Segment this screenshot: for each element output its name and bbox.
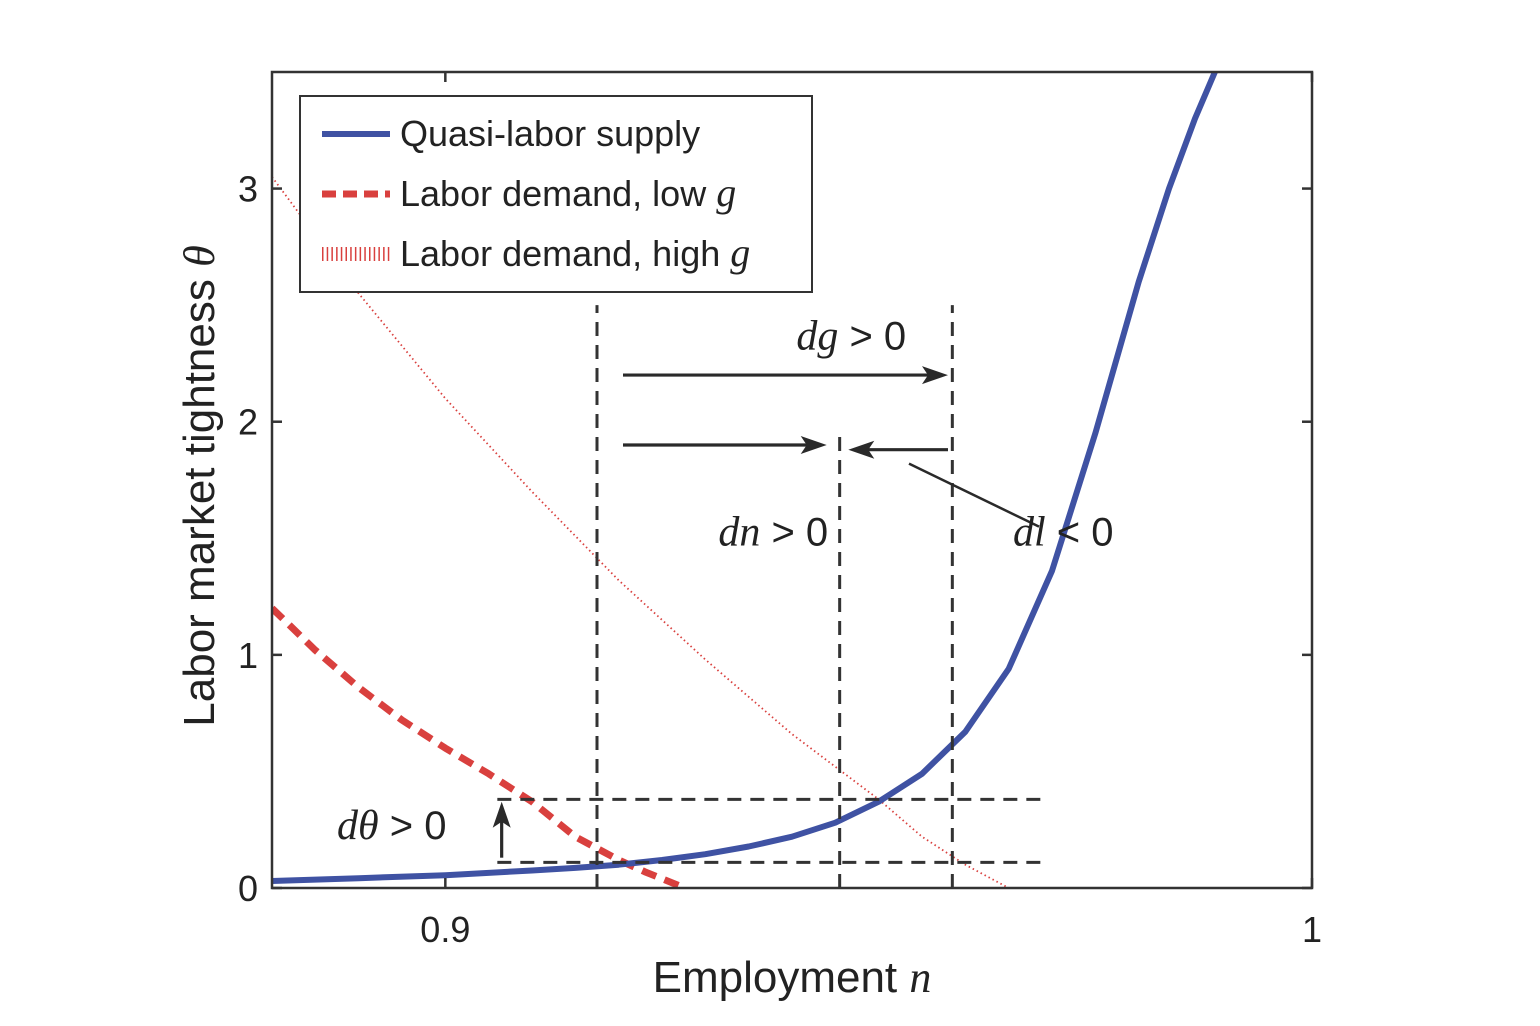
arrow-2 — [848, 440, 948, 459]
legend-item-2: Labor demand, high g — [322, 230, 750, 275]
y-tick-label-3: 3 — [238, 169, 258, 210]
annotation-relation: < 0 — [1046, 510, 1114, 554]
annotation-symbol: dn — [718, 509, 760, 555]
arrow-head — [492, 801, 511, 828]
legend-label-symbol: g — [730, 230, 750, 275]
plot-frame — [270, 70, 1314, 890]
annotation-0: dg > 0 — [796, 313, 906, 359]
annotation-relation: > 0 — [838, 314, 906, 358]
annotation-layer: dg > 0dn > 0 dl < 0dθ > 0 — [337, 313, 1114, 849]
annotation-3: dθ > 0 — [337, 803, 446, 849]
legend-label-symbol: g — [716, 170, 736, 215]
annotation-symbol: dg — [796, 313, 838, 359]
legend-label: Labor demand, high g — [400, 230, 750, 275]
tick-layer: 0.9 1 0 1 2 3 — [238, 72, 1322, 950]
annotation-leader-2 — [908, 462, 1040, 528]
legend-label: Quasi-labor supply — [400, 113, 700, 154]
legend-label: Labor demand, low g — [400, 170, 736, 215]
annotation-relation: > 0 — [379, 804, 447, 848]
reference-lines — [497, 305, 1044, 888]
series-line-0 — [272, 72, 1218, 884]
series-layer — [272, 72, 1218, 888]
y-tick-label-2: 2 — [238, 402, 258, 443]
x-tick-label-0: 0.9 — [420, 909, 470, 950]
annotation-symbol: dl — [1013, 509, 1046, 555]
x-tick-label-1: 1 — [1302, 909, 1322, 950]
arrow-layer — [492, 366, 948, 858]
annotation-relation: > 0 — [760, 510, 828, 554]
annotation-2: dl < 0 — [1013, 509, 1114, 555]
x-axis-title: Employment n — [653, 953, 932, 1002]
series-line-1 — [272, 605, 681, 888]
legend-label-text: Labor demand, high — [400, 233, 730, 274]
y-tick-label-0: 0 — [238, 868, 258, 909]
arrow-1 — [623, 436, 827, 454]
arrow-head — [922, 366, 948, 385]
y-axis-symbol: θ — [175, 245, 224, 267]
legend-item-1: Labor demand, low g — [322, 170, 736, 215]
x-axis-label: Employment — [653, 953, 898, 1002]
y-tick-label-1: 1 — [238, 635, 258, 676]
arrow-3 — [492, 801, 511, 858]
annotation-symbol: dθ — [337, 803, 379, 849]
y-axis-label: Labor market tightness — [175, 279, 224, 727]
arrow-head — [848, 440, 875, 459]
legend-item-0: Quasi-labor supply — [322, 113, 700, 154]
x-axis-symbol: n — [909, 953, 931, 1002]
annotation-1: dn > 0 — [718, 509, 828, 555]
y-axis-title: Labor market tightness θ — [175, 245, 224, 726]
arrow-0 — [623, 366, 948, 385]
legend-label-text: Labor demand, low — [400, 173, 716, 214]
arrow-head — [800, 436, 827, 454]
